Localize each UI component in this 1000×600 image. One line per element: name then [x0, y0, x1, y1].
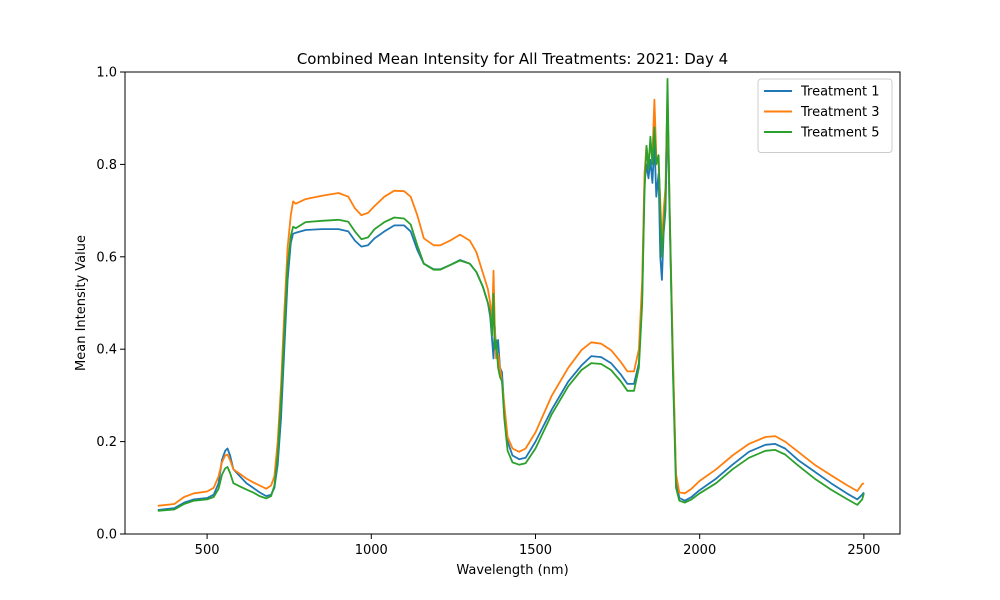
- x-tick-label: 2000: [683, 543, 716, 558]
- x-tick-label: 2500: [847, 543, 880, 558]
- y-tick-label: 0.0: [96, 528, 117, 543]
- x-axis-label: Wavelength (nm): [456, 563, 568, 578]
- chart-title: Combined Mean Intensity for All Treatmen…: [297, 50, 728, 68]
- y-tick-label: 0.4: [96, 343, 117, 358]
- y-axis-label: Mean Intensity Value: [74, 235, 89, 371]
- legend: Treatment 1 Treatment 3 Treatment 5: [757, 78, 893, 153]
- ticks-layer: 500 1000 1500 2000 2500 0.0 0.2 0.4 0.6 0.8 1.0: [96, 66, 880, 559]
- plot-frame: [124, 71, 901, 535]
- legend-label: Treatment 5: [800, 126, 880, 141]
- legend-label: Treatment 3: [800, 105, 880, 120]
- x-tick-label: 500: [195, 543, 220, 558]
- y-tick-label: 0.6: [96, 250, 117, 265]
- legend-box: [757, 78, 893, 153]
- legend-label: Treatment 1: [800, 85, 880, 100]
- series-layer: [157, 78, 865, 512]
- series-line-3: [157, 78, 865, 512]
- x-tick-label: 1000: [355, 543, 388, 558]
- y-tick-label: 0.2: [96, 435, 117, 450]
- y-tick-label: 1.0: [96, 66, 117, 81]
- x-tick-label: 1500: [519, 543, 552, 558]
- y-tick-label: 0.8: [96, 158, 117, 173]
